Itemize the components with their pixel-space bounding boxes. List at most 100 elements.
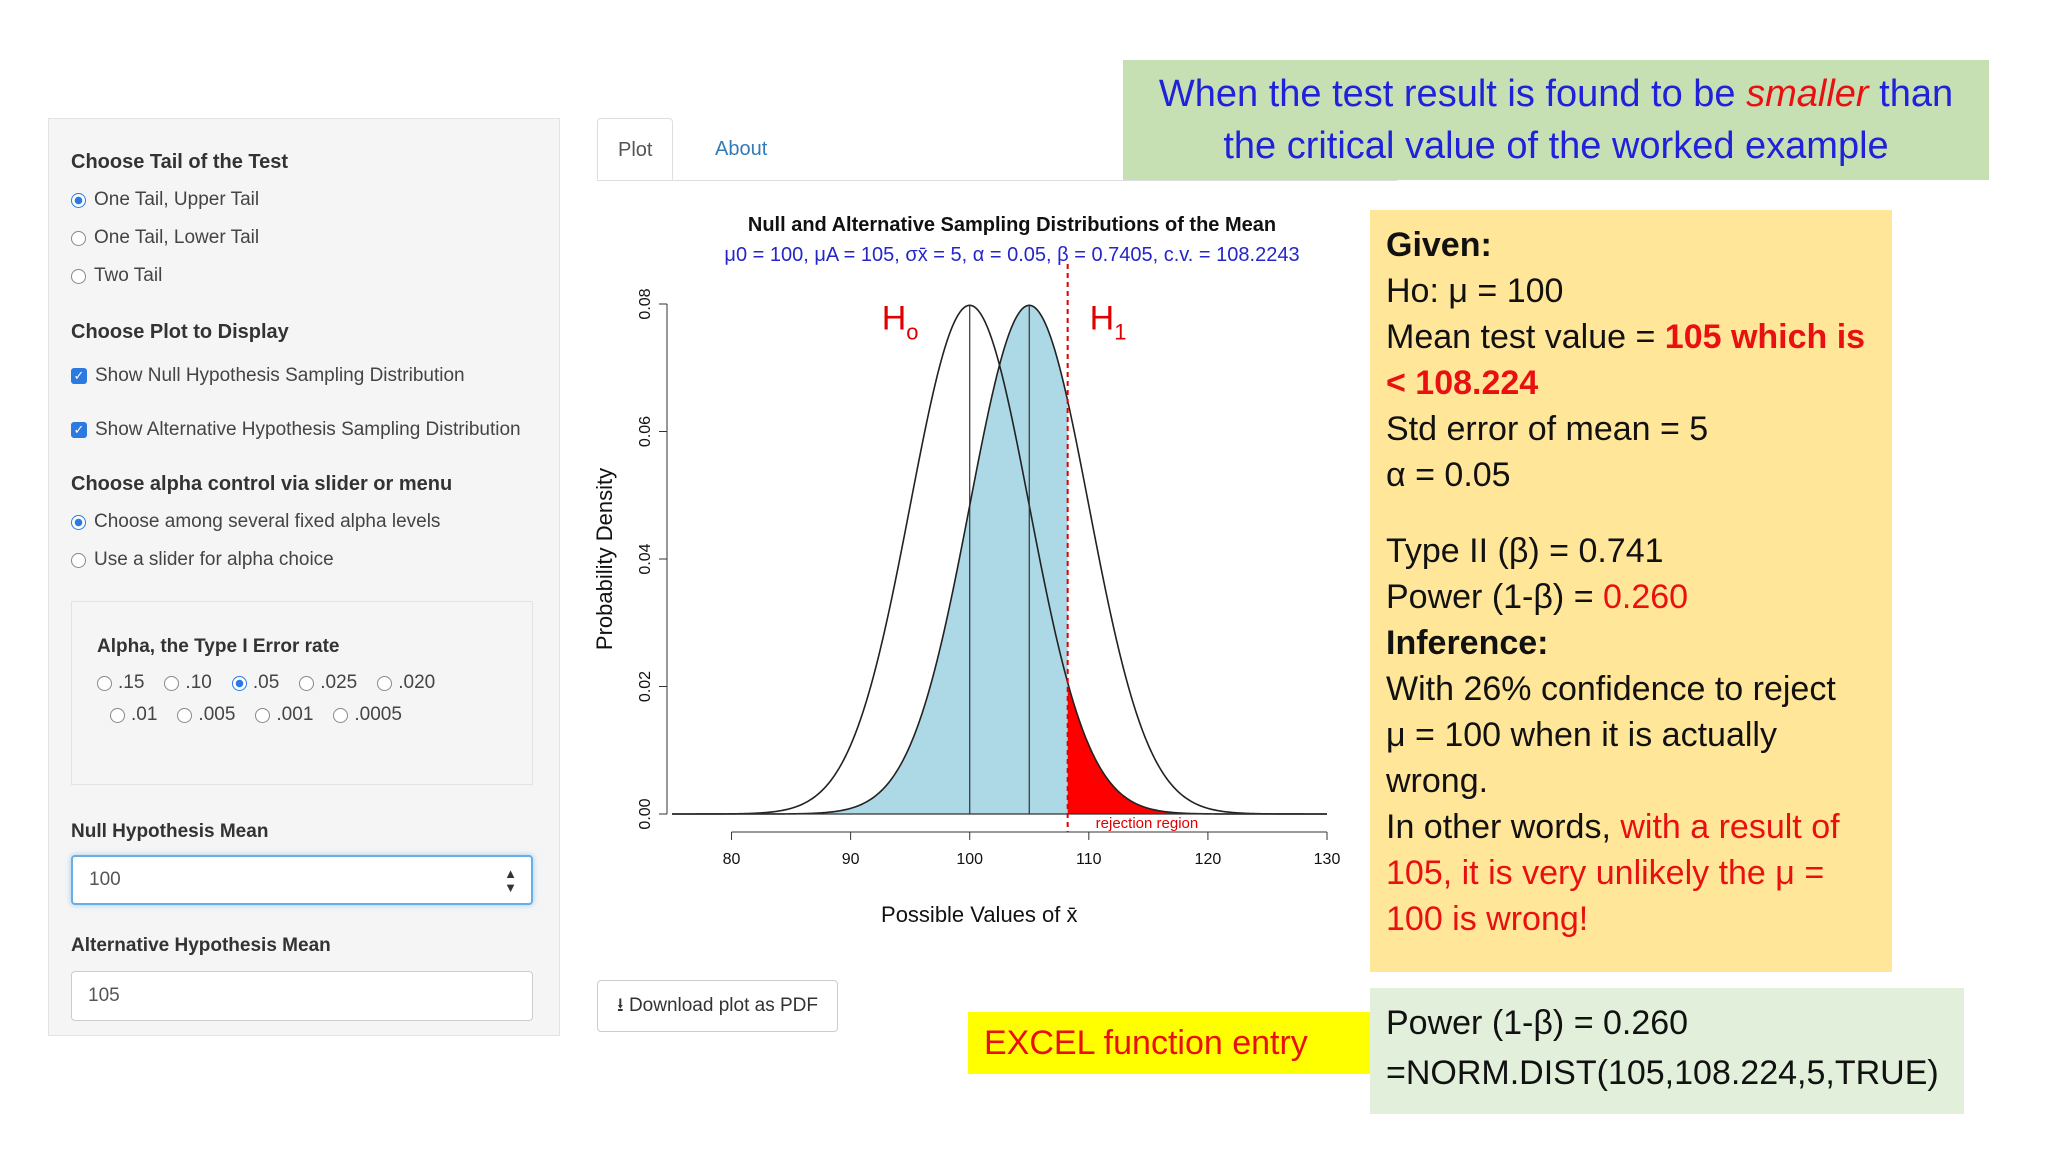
alpha-rejection-region: [1067, 682, 1327, 814]
alpha-option-label: .005: [198, 704, 236, 725]
alpha-row-2: .01 .005 .001 .0005: [110, 704, 402, 726]
alpha-option[interactable]: .01: [110, 704, 157, 726]
note-power: Power (1-β) = 0.260: [1386, 574, 1876, 620]
radio-lower-tail[interactable]: One Tail, Lower Tail: [71, 227, 259, 249]
chart-subtitle: μ0 = 100, μA = 105, σx̄ = 5, α = 0.05, β…: [724, 244, 1299, 266]
checkbox-label: Show Null Hypothesis Sampling Distributi…: [95, 365, 465, 386]
radio-label: Choose among several fixed alpha levels: [94, 511, 441, 532]
checkmark-icon[interactable]: ✓: [71, 422, 87, 438]
alpha-option[interactable]: .10: [164, 672, 212, 694]
x-tick-label: 90: [842, 851, 860, 868]
radio-icon[interactable]: [255, 707, 271, 723]
radio-fixed-alpha[interactable]: Choose among several fixed alpha levels: [71, 511, 440, 533]
alpha-option[interactable]: .005: [177, 704, 235, 726]
excel-formula: =NORM.DIST(105,108.224,5,TRUE): [1386, 1054, 1939, 1092]
download-icon: ⭳: [617, 995, 624, 1016]
beta-region: [672, 305, 1068, 814]
x-tick-label: 100: [956, 851, 983, 868]
alpha-option[interactable]: .15: [97, 672, 144, 694]
radio-icon[interactable]: [164, 675, 180, 691]
excel-box: Power (1-β) = 0.260 =NORM.DIST(105,108.2…: [1370, 988, 1964, 1114]
top-callout: When the test result is found to be smal…: [1123, 60, 1989, 180]
alpha-heading: Alpha, the Type I Error rate: [97, 636, 340, 657]
radio-icon[interactable]: [71, 230, 86, 246]
x-axis-label: Possible Values of x̄: [881, 902, 1077, 927]
tab-bar: Plot About: [597, 118, 1397, 181]
alpha-option-label: .05: [252, 672, 280, 693]
radio-icon[interactable]: [71, 268, 86, 284]
note-text: Power (1-β) =: [1386, 578, 1603, 616]
alpha-well: Alpha, the Type I Error rate .15 .10 .05…: [71, 601, 533, 785]
null-mean-input[interactable]: 100 ▲ ▼: [71, 855, 533, 905]
y-tick-label: 0.06: [637, 416, 654, 447]
radio-selected-icon[interactable]: [71, 514, 86, 530]
y-tick-label: 0.02: [637, 671, 654, 702]
radio-selected-icon[interactable]: [231, 675, 247, 691]
checkmark-icon[interactable]: ✓: [71, 368, 87, 384]
radio-icon[interactable]: [177, 707, 193, 723]
alpha-option-label: .001: [276, 704, 314, 725]
callout-text: When the test result is found to be: [1158, 73, 1747, 115]
tab-about[interactable]: About: [715, 138, 768, 160]
tab-plot[interactable]: Plot: [597, 118, 674, 180]
y-tick-label: 0.08: [637, 288, 654, 319]
radio-selected-icon[interactable]: [71, 192, 86, 208]
number-spinner-icon[interactable]: ▲ ▼: [504, 866, 517, 895]
check-alt-distribution[interactable]: ✓ Show Alternative Hypothesis Sampling Di…: [71, 419, 521, 441]
rejection-region-label: rejection region: [1096, 815, 1199, 832]
notes-box: Given: Ho: μ = 100 Mean test value = 105…: [1370, 210, 1892, 972]
note-highlight: 105 which is: [1664, 318, 1866, 356]
radio-icon[interactable]: [333, 707, 349, 723]
plot-heading: Choose Plot to Display: [71, 321, 289, 343]
alpha-option[interactable]: .001: [255, 704, 313, 726]
note-inference-line: wrong.: [1386, 762, 1489, 800]
radio-icon[interactable]: [71, 552, 86, 568]
download-label: Download plot as PDF: [628, 995, 818, 1016]
radio-label: Two Tail: [94, 265, 163, 286]
download-pdf-button[interactable]: ⭳ Download plot as PDF: [597, 980, 838, 1032]
alpha-option-selected[interactable]: .05: [231, 672, 280, 694]
callout-line-1: When the test result is found to be smal…: [1123, 68, 1989, 120]
alpha-option-label: .01: [131, 704, 158, 725]
series-label-h1: H1: [1090, 300, 1127, 345]
null-mean-value: 100: [89, 869, 121, 890]
radio-two-tail[interactable]: Two Tail: [71, 265, 162, 287]
radio-icon[interactable]: [377, 675, 393, 691]
distribution-chart: Null and Alternative Sampling Distributi…: [592, 214, 1340, 927]
radio-label: Use a slider for alpha choice: [94, 549, 334, 570]
alpha-option[interactable]: .0005: [333, 704, 402, 726]
note-std-error: Std error of mean = 5: [1386, 410, 1709, 448]
radio-slider-alpha[interactable]: Use a slider for alpha choice: [71, 549, 334, 571]
alt-mean-label: Alternative Hypothesis Mean: [71, 935, 331, 956]
note-highlight-line: 105, it is very unlikely the μ =: [1386, 854, 1825, 892]
alpha-option-label: .0005: [354, 704, 402, 725]
check-null-distribution[interactable]: ✓ Show Null Hypothesis Sampling Distribut…: [71, 365, 465, 387]
inference-heading: Inference:: [1386, 624, 1549, 662]
y-tick-label: 0.00: [637, 798, 654, 829]
alpha-option-label: .10: [185, 672, 212, 693]
radio-icon[interactable]: [110, 707, 125, 723]
alpha-option-label: .15: [118, 672, 145, 693]
radio-icon[interactable]: [97, 675, 112, 691]
null-mean-label: Null Hypothesis Mean: [71, 821, 269, 842]
alpha-control-heading: Choose alpha control via slider or menu: [71, 473, 453, 495]
radio-label: One Tail, Upper Tail: [94, 189, 260, 210]
alpha-option[interactable]: .025: [299, 672, 357, 694]
chart-title: Null and Alternative Sampling Distributi…: [748, 214, 1276, 236]
alpha-option[interactable]: .020: [377, 672, 435, 694]
callout-line-2: the critical value of the worked example: [1223, 125, 1889, 167]
callout-emphasis: smaller: [1746, 73, 1869, 115]
alt-mean-input[interactable]: 105: [71, 971, 533, 1021]
note-highlight: with a result of: [1620, 808, 1840, 846]
excel-label: EXCEL function entry: [968, 1012, 1372, 1074]
radio-upper-tail[interactable]: One Tail, Upper Tail: [71, 189, 259, 211]
note-text: In other words,: [1386, 808, 1621, 846]
note-mean-test: Mean test value = 105 which is: [1386, 314, 1876, 360]
note-inference-line: μ = 100 when it is actually: [1386, 716, 1777, 754]
alpha-row-1: .15 .10 .05 .025 .020: [97, 672, 435, 694]
alt-mean-value: 105: [88, 985, 120, 1006]
note-ho: Ho: μ = 100: [1386, 272, 1564, 310]
spacer: [1386, 498, 1876, 528]
radio-icon[interactable]: [299, 675, 315, 691]
note-highlight-line: 100 is wrong!: [1386, 900, 1589, 938]
